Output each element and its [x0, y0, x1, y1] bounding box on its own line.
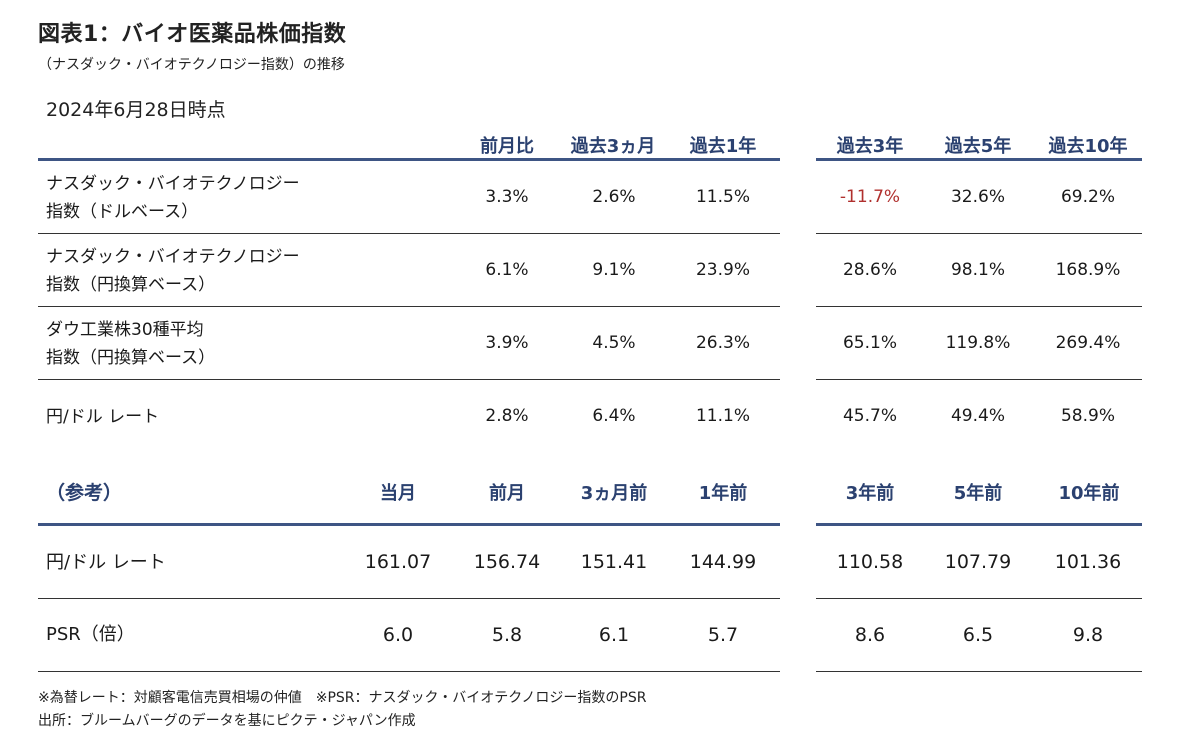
row-label-line1: ナスダック・バイオテクノロジー: [46, 174, 300, 194]
row-label: ダウ工業株30種平均 指数（円換算ベース）: [46, 316, 215, 372]
value-cell: 168.9%: [1055, 260, 1121, 280]
row-divider: [38, 379, 780, 380]
value-cell: 269.4%: [1055, 333, 1121, 353]
row-label-line2: 指数（ドルベース）: [46, 202, 199, 222]
row-divider: [816, 306, 1142, 307]
ref-header-rule-left: [38, 523, 780, 526]
value-cell: 6.1: [598, 624, 630, 646]
row-label: 円/ドル レート: [46, 552, 166, 573]
value-cell: 6.4%: [592, 406, 636, 426]
row-divider: [38, 598, 780, 599]
row-divider: [816, 671, 1142, 672]
row-divider: [38, 671, 780, 672]
row-divider: [38, 306, 780, 307]
value-cell: 9.1%: [592, 260, 636, 280]
row-label-line1: ナスダック・バイオテクノロジー: [46, 247, 300, 267]
value-cell: 26.3%: [695, 333, 750, 353]
value-cell: 69.2%: [1060, 187, 1115, 207]
row-divider: [816, 598, 1142, 599]
value-cell: 156.74: [473, 551, 541, 573]
value-cell: 4.5%: [592, 333, 636, 353]
value-cell: 58.9%: [1060, 406, 1115, 426]
header-1y: 過去1年: [689, 136, 757, 157]
value-cell: 3.3%: [485, 187, 529, 207]
value-cell: 23.9%: [695, 260, 750, 280]
ref-header-1y-ago: 1年前: [698, 483, 748, 504]
row-divider: [816, 233, 1142, 234]
value-cell: 3.9%: [485, 333, 529, 353]
row-label-line2: 指数（円換算ベース）: [46, 275, 216, 295]
value-cell: 65.1%: [842, 333, 897, 353]
value-cell: 45.7%: [842, 406, 897, 426]
footnote-source: 出所：ブルームバーグのデータを基にピクテ・ジャパン作成: [38, 713, 416, 729]
value-cell: 2.8%: [485, 406, 529, 426]
ref-header-rule-right: [816, 523, 1142, 526]
ref-header-3m-ago: 3ヵ月前: [580, 483, 648, 504]
header-5y: 過去5年: [944, 136, 1012, 157]
value-cell: 28.6%: [842, 260, 897, 280]
value-cell: 5.8: [491, 624, 523, 646]
header-rule-left: [38, 158, 780, 161]
row-label: 円/ドル レート: [46, 407, 160, 427]
value-cell-negative: -11.7%: [839, 187, 901, 207]
header-3m: 過去3ヵ月: [570, 136, 656, 157]
value-cell: 101.36: [1054, 551, 1122, 573]
page-title: 図表1：バイオ医薬品株価指数: [38, 22, 347, 47]
value-cell: 6.5: [962, 624, 994, 646]
header-rule-right: [816, 158, 1142, 161]
ref-header-10y-ago: 10年前: [1058, 483, 1120, 504]
value-cell: 49.4%: [950, 406, 1005, 426]
header-3y: 過去3年: [836, 136, 904, 157]
ref-header-5y-ago: 5年前: [953, 483, 1003, 504]
value-cell: 11.1%: [695, 406, 750, 426]
row-divider: [38, 233, 780, 234]
ref-header-prev-month: 前月: [489, 483, 525, 504]
row-divider: [816, 379, 1142, 380]
value-cell: 107.79: [944, 551, 1012, 573]
row-label-line1: ダウ工業株30種平均: [46, 320, 204, 340]
as-of-date: 2024年6月28日時点: [46, 99, 226, 121]
header-1m-change: 前月比: [480, 136, 534, 157]
row-label: ナスダック・バイオテクノロジー 指数（ドルベース）: [46, 170, 300, 226]
row-label-line2: 指数（円換算ベース）: [46, 348, 216, 368]
value-cell: 2.6%: [592, 187, 636, 207]
ref-header-3y-ago: 3年前: [845, 483, 895, 504]
row-label: ナスダック・バイオテクノロジー 指数（円換算ベース）: [46, 243, 300, 299]
value-cell: 6.0: [382, 624, 414, 646]
value-cell: 11.5%: [695, 187, 750, 207]
value-cell: 32.6%: [950, 187, 1005, 207]
row-label: PSR（倍）: [46, 624, 135, 645]
header-10y: 過去10年: [1048, 136, 1128, 157]
value-cell: 9.8: [1072, 624, 1104, 646]
value-cell: 161.07: [364, 551, 432, 573]
value-cell: 144.99: [689, 551, 757, 573]
value-cell: 6.1%: [485, 260, 529, 280]
value-cell: 98.1%: [950, 260, 1005, 280]
value-cell: 110.58: [836, 551, 904, 573]
page-subtitle: （ナスダック・バイオテクノロジー指数）の推移: [38, 57, 345, 73]
footnote-definitions: ※為替レート：対顧客電信売買相場の仲値 ※PSR：ナスダック・バイオテクノロジー…: [38, 690, 647, 706]
value-cell: 151.41: [580, 551, 648, 573]
reference-section-label: （参考）: [46, 482, 123, 504]
value-cell: 5.7: [707, 624, 739, 646]
value-cell: 8.6: [854, 624, 886, 646]
value-cell: 119.8%: [945, 333, 1011, 353]
ref-header-current: 当月: [380, 483, 416, 504]
